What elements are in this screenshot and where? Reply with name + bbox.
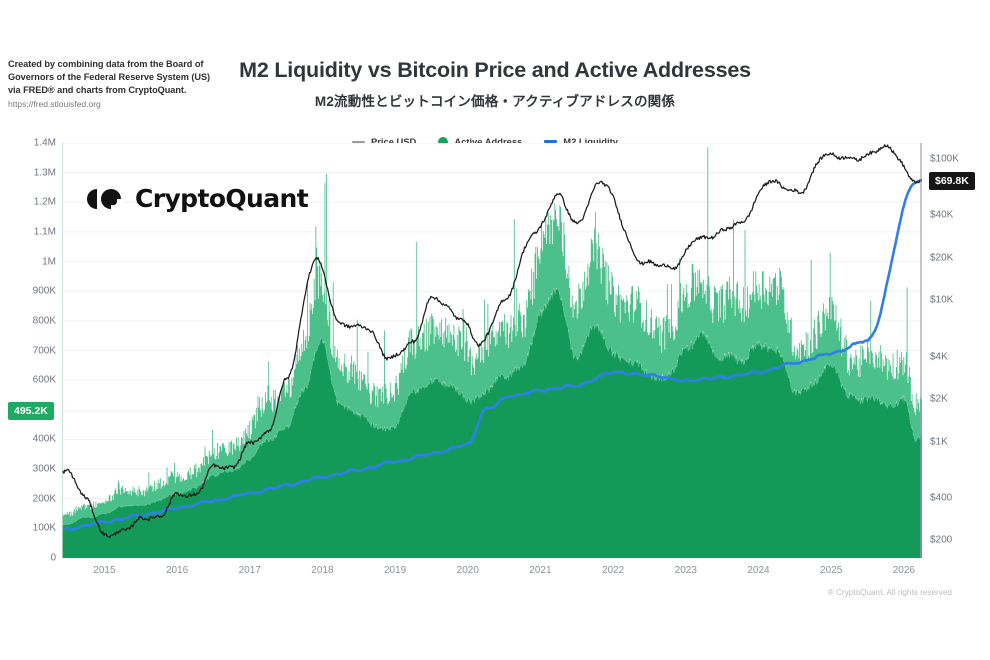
y-left-tick-label: 400K — [32, 433, 56, 445]
active-address-area — [62, 287, 922, 558]
legend-item-m2-liquidity[interactable]: M2 Liquidity — [544, 136, 618, 147]
y-left-tick-label: 1.3M — [33, 167, 56, 179]
y-right-tick-label: $100K — [930, 153, 959, 165]
x-tick-label: 2016 — [165, 565, 189, 576]
x-tick-label: 2023 — [674, 565, 697, 576]
active-address-spikes — [62, 147, 922, 527]
legend-label-m2-liquidity: M2 Liquidity — [563, 136, 618, 147]
legend-label-price-usd: Price USD — [371, 136, 417, 147]
x-tick-label: 2026 — [892, 565, 915, 576]
legend-dot-swatch-icon — [438, 136, 449, 147]
y-left-tick-label: 600K — [32, 374, 56, 386]
x-tick-label: 2015 — [93, 565, 116, 576]
source-line-1: Created by combining data from the Board… — [8, 59, 204, 69]
source-attribution: Created by combining data from the Board… — [8, 58, 223, 110]
y-left-tick-label: 100K — [32, 522, 56, 534]
y-left-tick-label: 700K — [32, 345, 56, 356]
source-url[interactable]: https://fred.stlouisfed.org — [8, 99, 101, 110]
legend-blue-line-swatch-icon — [544, 140, 558, 143]
y-left-tick-label: 0 — [50, 552, 56, 564]
x-tick-label: 2017 — [238, 565, 261, 576]
series-m2-liquidity — [62, 179, 922, 532]
y-left-tick-label: 300K — [32, 463, 56, 475]
legend-item-price-usd[interactable]: Price USD — [352, 136, 416, 147]
y-left-tick-label: 1.4M — [33, 137, 56, 149]
legend-label-active-address: Active Address — [454, 136, 523, 147]
x-tick-label: 2021 — [529, 565, 552, 576]
plot-area[interactable] — [62, 143, 922, 558]
footer-copyright: ® CryptoQuant. All rights reserved — [827, 588, 952, 597]
legend-item-active-address[interactable]: Active Address — [438, 136, 522, 147]
series-price-usd — [62, 144, 922, 538]
x-tick-label: 2020 — [456, 565, 479, 576]
y-left-tick-label: 900K — [32, 285, 56, 297]
y-left-tick-label: 1.2M — [33, 196, 56, 208]
source-line-3: via FRED® and charts from CryptoQuant. — [8, 85, 187, 96]
x-tick-label: 2024 — [747, 565, 770, 576]
y-right-tick-label: $20K — [930, 252, 954, 264]
x-tick-label: 2022 — [602, 565, 625, 576]
current-price-badge: $69.8K — [929, 172, 975, 191]
y-axis-left: 0 100K 200K 300K 400K 600K 700K 800K 900K 1M 1.1M 1… — [0, 0, 56, 660]
y-left-tick-label: 200K — [32, 493, 56, 505]
chart-canvas[interactable] — [62, 143, 922, 558]
source-line-2: Governors of the Federal Reserve System … — [8, 72, 211, 83]
y-right-tick-label: $400 — [930, 492, 953, 504]
x-tick-label: 2019 — [383, 565, 407, 576]
chart-legend: Price USD Active Address M2 Liquidity — [352, 136, 618, 147]
y-right-tick-label: $40K — [930, 209, 954, 221]
y-left-tick-label: 1.1M — [33, 226, 56, 238]
y-left-tick-label: 800K — [32, 315, 56, 327]
y-right-tick-label: $10K — [930, 294, 954, 306]
current-active-address-badge: 495.2K — [8, 402, 54, 421]
x-tick-label: 2018 — [311, 565, 334, 576]
y-right-tick-label: $1K — [930, 436, 948, 448]
legend-line-swatch-icon — [352, 140, 365, 143]
y-right-tick-label: $2K — [930, 393, 948, 405]
y-axis-right: $200 $400 $1K $2K $4K $10K $20K $40K $100K — [930, 0, 990, 660]
x-tick-label: 2025 — [820, 565, 843, 576]
y-left-tick-label: 1M — [42, 256, 56, 268]
y-right-tick-label: $4K — [930, 351, 948, 363]
series-active-address — [62, 147, 922, 558]
y-right-tick-label: $200 — [930, 534, 953, 546]
